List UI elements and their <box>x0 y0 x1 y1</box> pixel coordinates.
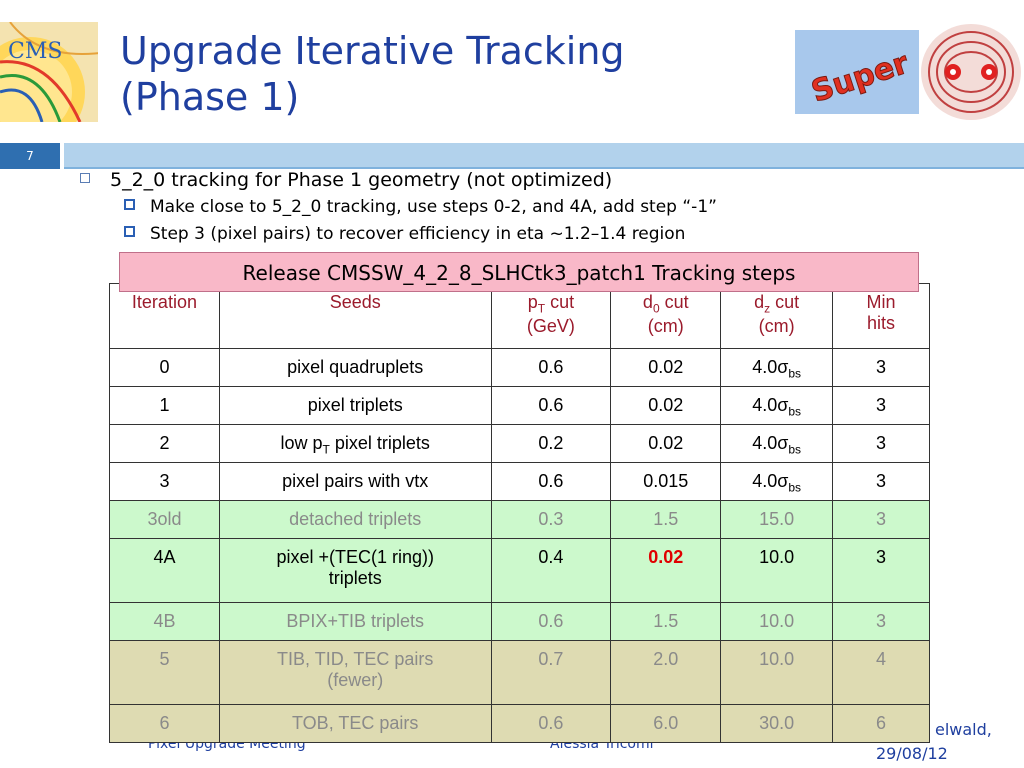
cell-dz: 30.0 <box>720 704 834 743</box>
cell-pt: 0.6 <box>490 386 612 425</box>
cell-dz: 10.0 <box>720 640 834 705</box>
cell-pt: 0.6 <box>490 602 612 641</box>
square-bullet-icon <box>124 199 135 210</box>
cell-iteration: 3old <box>109 500 220 539</box>
slide-number: 7 <box>0 143 60 169</box>
cell-pt: 0.7 <box>490 640 612 705</box>
cell-seeds: pixel quadruplets <box>218 348 492 387</box>
header-seeds: Seeds <box>218 283 492 349</box>
square-bullet-icon <box>124 226 135 237</box>
cell-hits: 3 <box>832 602 930 641</box>
cell-seeds: BPIX+TIB triplets <box>218 602 492 641</box>
cell-dz: 15.0 <box>720 500 834 539</box>
bullet-sub-2: Step 3 (pixel pairs) to recover efficien… <box>124 224 685 244</box>
lhc-logo <box>918 20 1024 124</box>
header-iteration: Iteration <box>109 283 220 349</box>
tracking-steps-table: Iteration Seeds pT cut (GeV) d0 cut (cm) d… <box>109 283 930 743</box>
table-row: 3old detached triplets 0.3 1.5 15.0 3 <box>109 500 930 539</box>
cell-dz: 4.0σbs <box>720 462 834 501</box>
release-banner: Release CMSSW_4_2_8_SLHCtk3_patch1 Track… <box>119 252 919 292</box>
table-row: 5 TIB, TID, TEC pairs (fewer) 0.7 2.0 10.… <box>109 640 930 705</box>
table-row: 1 pixel triplets 0.6 0.02 4.0σbs 3 <box>109 386 930 425</box>
cell-pt: 0.6 <box>490 462 612 501</box>
cell-seeds: pixel +(TEC(1 ring)) triplets <box>218 538 492 603</box>
svg-text:CMS: CMS <box>8 39 62 64</box>
header-band-stripe <box>64 167 1024 169</box>
footer-right-line-1: elwald, <box>935 720 992 739</box>
cell-pt: 0.2 <box>490 424 612 463</box>
cell-hits: 3 <box>832 348 930 387</box>
cell-iteration: 5 <box>109 640 220 705</box>
cell-d0: 6.0 <box>610 704 722 743</box>
table-header-row: Iteration Seeds pT cut (GeV) d0 cut (cm) d… <box>109 283 930 349</box>
title-line-2: (Phase 1) <box>120 75 300 119</box>
cell-d0: 0.02 <box>610 386 722 425</box>
cell-d0: 1.5 <box>610 500 722 539</box>
hollow-square-bullet-icon <box>80 173 90 183</box>
table-row: 2 low pT pixel triplets 0.2 0.02 4.0σbs … <box>109 424 930 463</box>
cell-seeds: pixel triplets <box>218 386 492 425</box>
cell-iteration: 6 <box>109 704 220 743</box>
table-row: 4B BPIX+TIB triplets 0.6 1.5 10.0 3 <box>109 602 930 641</box>
cell-dz: 4.0σbs <box>720 386 834 425</box>
cms-logo: CMS <box>0 22 108 122</box>
cell-pt: 0.6 <box>490 348 612 387</box>
bullet-sub-2-text: Step 3 (pixel pairs) to recover efficien… <box>150 224 686 244</box>
cell-d0: 0.02 <box>610 538 722 603</box>
cell-hits: 3 <box>832 424 930 463</box>
header-d0-cut: d0 cut (cm) <box>610 283 722 349</box>
super-logo: Super <box>795 30 919 114</box>
header-band <box>64 143 1024 167</box>
cell-dz: 10.0 <box>720 602 834 641</box>
header-min-hits: Min hits <box>832 283 930 349</box>
cell-pt: 0.4 <box>490 538 612 603</box>
cell-seeds: TOB, TEC pairs <box>218 704 492 743</box>
bullet-main: 5_2_0 tracking for Phase 1 geometry (not… <box>80 169 612 191</box>
cell-seeds: pixel pairs with vtx <box>218 462 492 501</box>
highlighted-value: 0.02 <box>648 547 684 567</box>
cell-d0: 0.015 <box>610 462 722 501</box>
header-dz-cut: dz cut (cm) <box>720 283 834 349</box>
cell-iteration: 4A <box>109 538 220 603</box>
cell-pt: 0.6 <box>490 704 612 743</box>
footer-date: 29/08/12 <box>876 744 948 763</box>
cell-seeds: TIB, TID, TEC pairs (fewer) <box>218 640 492 705</box>
table-row: 3 pixel pairs with vtx 0.6 0.015 4.0σbs … <box>109 462 930 501</box>
cell-iteration: 4B <box>109 602 220 641</box>
cell-d0: 0.02 <box>610 424 722 463</box>
cell-hits: 3 <box>832 386 930 425</box>
title-line-1: Upgrade Iterative Tracking <box>120 29 625 73</box>
cell-dz: 10.0 <box>720 538 834 603</box>
cell-hits: 3 <box>832 538 930 603</box>
header-pt-cut: pT cut (GeV) <box>490 283 612 349</box>
cell-iteration: 1 <box>109 386 220 425</box>
cell-hits: 6 <box>832 704 930 743</box>
table-row: 0 pixel quadruplets 0.6 0.02 4.0σbs 3 <box>109 348 930 387</box>
cell-d0: 1.5 <box>610 602 722 641</box>
cell-d0: 0.02 <box>610 348 722 387</box>
bullet-sub-1: Make close to 5_2_0 tracking, use steps … <box>124 197 717 217</box>
table-row: 4A pixel +(TEC(1 ring)) triplets 0.4 0.02… <box>109 538 930 603</box>
cell-hits: 3 <box>832 462 930 501</box>
cell-iteration: 3 <box>109 462 220 501</box>
cell-pt: 0.3 <box>490 500 612 539</box>
bullet-sub-1-text: Make close to 5_2_0 tracking, use steps … <box>150 197 717 217</box>
cell-hits: 3 <box>832 500 930 539</box>
cell-hits: 4 <box>832 640 930 705</box>
cell-iteration: 2 <box>109 424 220 463</box>
cell-seeds: detached triplets <box>218 500 492 539</box>
cell-d0: 2.0 <box>610 640 722 705</box>
cell-dz: 4.0σbs <box>720 424 834 463</box>
cell-iteration: 0 <box>109 348 220 387</box>
cell-dz: 4.0σbs <box>720 348 834 387</box>
slide-title: Upgrade Iterative Tracking (Phase 1) <box>120 28 625 120</box>
bullet-main-text: 5_2_0 tracking for Phase 1 geometry (not… <box>110 169 613 191</box>
table-row: 6 TOB, TEC pairs 0.6 6.0 30.0 6 <box>109 704 930 743</box>
cell-seeds: low pT pixel triplets <box>218 424 492 463</box>
